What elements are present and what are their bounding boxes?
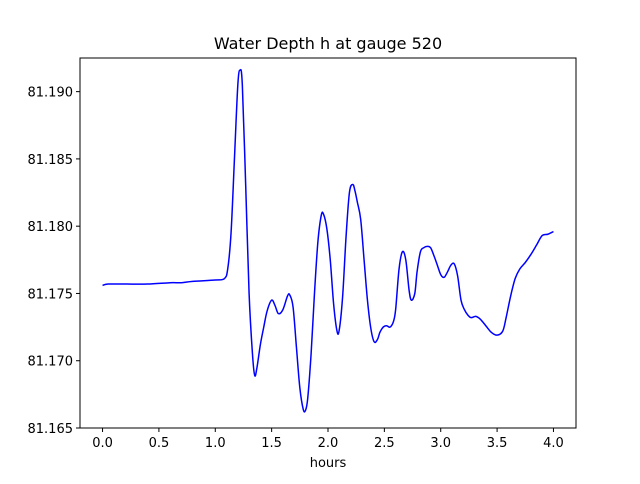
x-tick-label: 3.5: [487, 436, 508, 451]
x-tick-label: 1.0: [205, 436, 226, 451]
x-tick-label: 0.0: [92, 436, 113, 451]
y-tick-label: 81.165: [28, 422, 74, 437]
chart-title: Water Depth h at gauge 520: [214, 34, 442, 53]
x-tick-label: 2.0: [318, 436, 339, 451]
plot-area: [102, 68, 554, 413]
y-tick-label: 81.170: [28, 355, 74, 370]
x-tick-label: 1.5: [261, 436, 282, 451]
x-tick-label: 4.0: [543, 436, 564, 451]
y-tick-label: 81.175: [28, 287, 74, 302]
x-axis: 0.0 0.5 1.0 1.5 2.0 2.5 3.0 3.5 4.0: [92, 428, 564, 451]
y-axis: 81.165 81.170 81.175 81.180 81.185 81.190: [28, 86, 80, 437]
x-tick-label: 0.5: [149, 436, 170, 451]
series-line-0: [102, 68, 554, 413]
y-tick-label: 81.180: [28, 220, 74, 235]
x-tick-label: 3.0: [430, 436, 451, 451]
x-tick-label: 2.5: [374, 436, 395, 451]
x-axis-label: hours: [310, 456, 347, 471]
y-tick-label: 81.185: [28, 153, 74, 168]
y-tick-label: 81.190: [28, 86, 74, 101]
axes-frame: [79, 57, 577, 429]
